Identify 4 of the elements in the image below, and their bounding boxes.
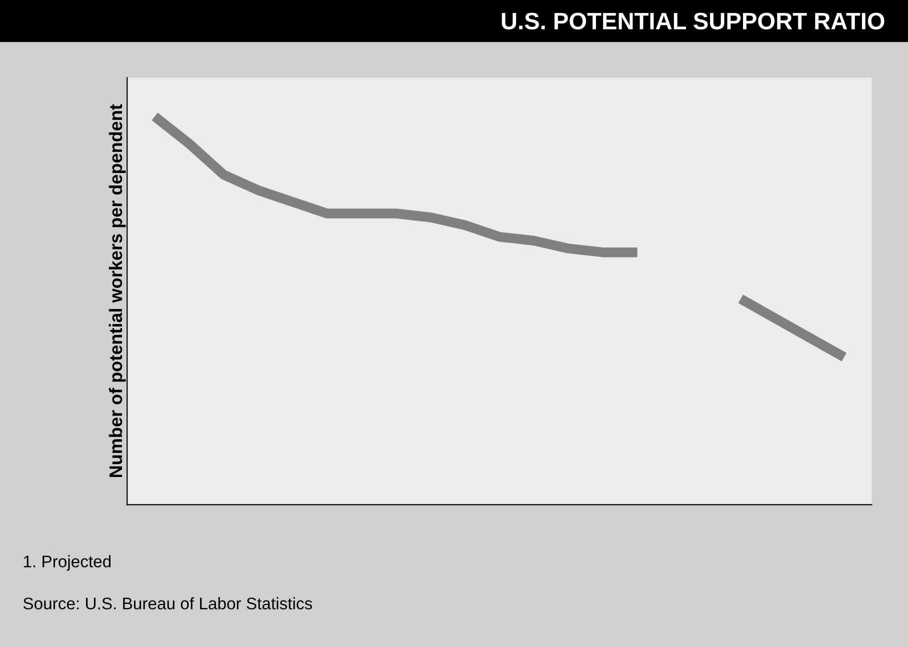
source-note: Source: U.S. Bureau of Labor Statistics	[23, 597, 312, 610]
text: 1. Projected	[24, 555, 111, 571]
chart-title: U.S. POTENTIAL SUPPORT RATIO	[502, 12, 884, 30]
y-axis-title: Number of potential workers per dependent	[108, 104, 126, 478]
